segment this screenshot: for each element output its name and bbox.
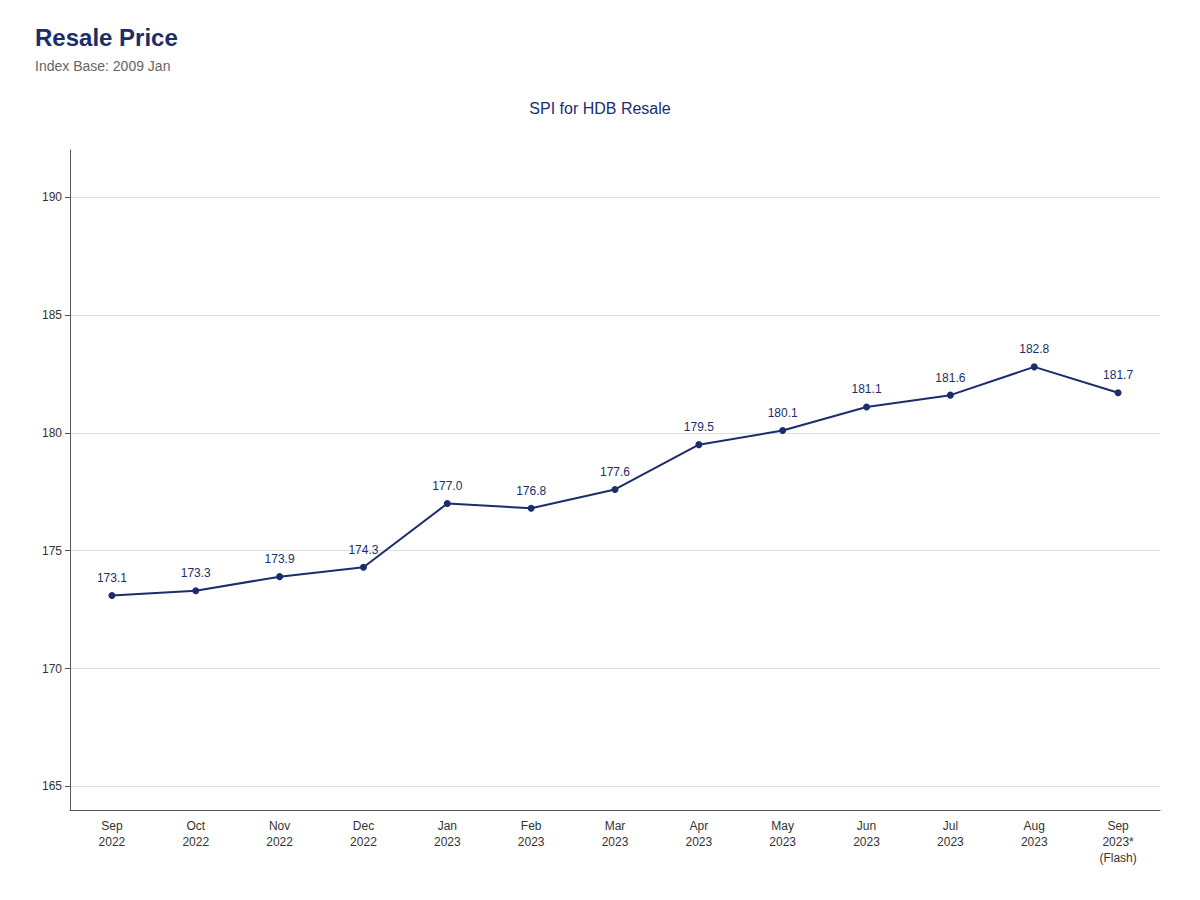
svg-text:Nov: Nov	[269, 819, 290, 833]
svg-text:2023: 2023	[434, 835, 461, 849]
svg-text:180.1: 180.1	[768, 406, 798, 420]
svg-text:2023: 2023	[937, 835, 964, 849]
svg-text:181.6: 181.6	[935, 371, 965, 385]
svg-text:Index Base: 2009 Jan: Index Base: 2009 Jan	[35, 58, 170, 74]
svg-text:182.8: 182.8	[1019, 342, 1049, 356]
svg-text:2023: 2023	[853, 835, 880, 849]
svg-text:Apr: Apr	[690, 819, 709, 833]
svg-text:Feb: Feb	[521, 819, 542, 833]
svg-text:2022: 2022	[182, 835, 209, 849]
svg-text:181.1: 181.1	[852, 382, 882, 396]
svg-text:Jan: Jan	[438, 819, 457, 833]
svg-text:185: 185	[42, 308, 62, 322]
svg-text:176.8: 176.8	[516, 484, 546, 498]
svg-text:2022: 2022	[350, 835, 377, 849]
svg-text:2023: 2023	[518, 835, 545, 849]
svg-text:173.1: 173.1	[97, 571, 127, 585]
svg-text:174.3: 174.3	[348, 543, 378, 557]
svg-text:Dec: Dec	[353, 819, 374, 833]
svg-text:(Flash): (Flash)	[1099, 851, 1136, 865]
svg-text:180: 180	[42, 426, 62, 440]
svg-text:170: 170	[42, 662, 62, 676]
svg-text:2023: 2023	[602, 835, 629, 849]
svg-text:Jun: Jun	[857, 819, 876, 833]
svg-text:Jul: Jul	[943, 819, 958, 833]
svg-text:177.0: 177.0	[432, 479, 462, 493]
svg-text:179.5: 179.5	[684, 420, 714, 434]
svg-text:173.9: 173.9	[265, 552, 295, 566]
svg-text:Sep: Sep	[101, 819, 123, 833]
svg-text:175: 175	[42, 544, 62, 558]
svg-text:2023: 2023	[769, 835, 796, 849]
svg-text:177.6: 177.6	[600, 465, 630, 479]
svg-text:May: May	[771, 819, 794, 833]
svg-text:Resale Price: Resale Price	[35, 24, 178, 51]
svg-text:190: 190	[42, 190, 62, 204]
svg-text:173.3: 173.3	[181, 566, 211, 580]
svg-text:SPI for HDB Resale: SPI for HDB Resale	[529, 100, 670, 117]
svg-text:165: 165	[42, 779, 62, 793]
svg-text:Aug: Aug	[1024, 819, 1045, 833]
svg-text:2023: 2023	[685, 835, 712, 849]
svg-text:2023*: 2023*	[1102, 835, 1134, 849]
svg-text:Sep: Sep	[1107, 819, 1129, 833]
svg-text:Oct: Oct	[186, 819, 205, 833]
svg-text:2022: 2022	[266, 835, 293, 849]
svg-text:2023: 2023	[1021, 835, 1048, 849]
svg-text:181.7: 181.7	[1103, 368, 1133, 382]
svg-text:2022: 2022	[99, 835, 126, 849]
svg-text:Mar: Mar	[605, 819, 626, 833]
